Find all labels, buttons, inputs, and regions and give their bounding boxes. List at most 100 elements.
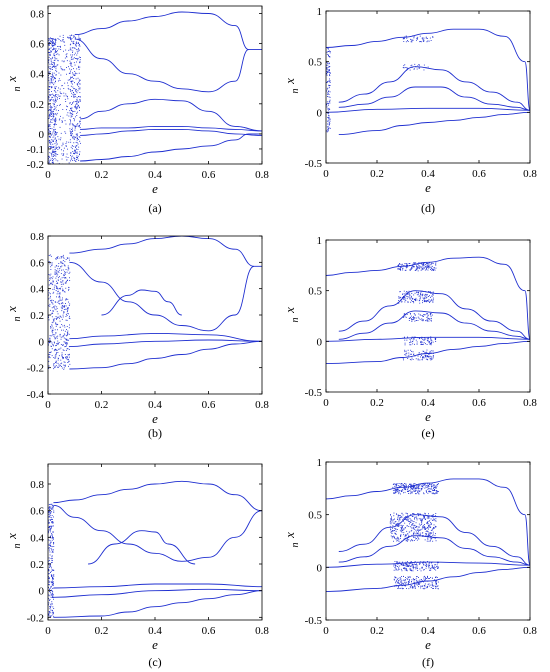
bifurcation-branch-0: [326, 256, 530, 340]
scatter-point: [57, 367, 59, 368]
scatter-point: [393, 535, 394, 537]
scatter-point: [56, 64, 58, 66]
scatter-point: [429, 565, 430, 566]
scatter-point: [392, 525, 394, 527]
scatter-point: [418, 485, 420, 486]
x-tick-label: 0.8: [523, 625, 537, 637]
scatter-point: [403, 41, 405, 42]
scatter-point: [75, 104, 76, 106]
scatter-point: [70, 158, 72, 160]
bifurcation-branch-4: [326, 340, 530, 365]
scatter-point: [405, 519, 407, 520]
scatter-point: [427, 340, 429, 342]
scatter-point: [48, 504, 50, 505]
scatter-point: [53, 538, 54, 540]
scatter-point: [51, 86, 53, 88]
scatter-point: [397, 588, 399, 589]
scatter-point: [428, 354, 430, 356]
scatter-point: [77, 155, 79, 157]
scatter-point: [415, 538, 417, 540]
scatter-point: [79, 83, 81, 85]
scatter-point: [49, 42, 51, 43]
y-tick-label: 0.4: [30, 532, 44, 544]
scatter-point: [421, 483, 423, 485]
scatter-point: [70, 77, 71, 79]
scatter-point: [64, 120, 66, 122]
scatter-point: [431, 562, 432, 564]
scatter-point: [51, 576, 53, 577]
scatter-point: [411, 534, 413, 536]
scatter-point: [75, 137, 76, 138]
scatter-point: [78, 56, 80, 58]
scatter-point: [49, 611, 51, 613]
scatter-point: [423, 564, 425, 566]
x-axis-label: e: [152, 181, 158, 196]
scatter-point: [410, 38, 411, 40]
scatter-point: [73, 78, 75, 79]
scatter-point: [52, 531, 54, 533]
scatter-point: [53, 319, 55, 321]
scatter-point: [429, 295, 430, 297]
scatter-point: [48, 290, 49, 292]
scatter-point: [420, 338, 422, 339]
scatter-point: [49, 565, 51, 567]
scatter-point: [68, 267, 70, 269]
scatter-point: [75, 58, 76, 59]
scatter-point: [423, 527, 425, 529]
scatter-point: [51, 537, 53, 539]
scatter-point: [429, 527, 431, 528]
scatter-point: [421, 580, 423, 582]
scatter-point: [412, 266, 414, 267]
scatter-point: [79, 44, 80, 45]
scatter-point: [57, 282, 59, 284]
scatter-point: [395, 582, 396, 584]
scatter-point: [424, 298, 426, 299]
scatter-point: [326, 73, 327, 74]
scatter-point: [67, 87, 69, 89]
scatter-point: [52, 158, 54, 160]
scatter-point: [394, 537, 395, 539]
scatter-point: [51, 265, 53, 266]
scatter-point: [76, 97, 78, 99]
scatter-point: [70, 43, 72, 45]
scatter-point: [49, 132, 51, 134]
scatter-point: [70, 69, 72, 71]
scatter-point: [424, 300, 425, 301]
scatter-point: [406, 569, 408, 570]
scatter-point: [326, 68, 328, 70]
scatter-point: [55, 41, 57, 43]
scatter-point: [430, 340, 432, 342]
scatter-point: [51, 601, 53, 603]
y-tick-label: 0.5: [308, 510, 322, 522]
scatter-point: [66, 342, 68, 344]
scatter-point: [429, 355, 431, 357]
scatter-point: [61, 366, 62, 367]
scatter-point: [435, 580, 437, 582]
scatter-point: [417, 316, 419, 318]
scatter-point: [435, 525, 436, 527]
scatter-point: [55, 273, 57, 275]
scatter-point: [427, 492, 429, 494]
scatter-point: [436, 566, 438, 567]
scatter-point: [405, 263, 407, 264]
scatter-point: [54, 96, 56, 98]
scatter-point: [401, 489, 403, 491]
scatter-point: [398, 297, 400, 299]
scatter-point: [50, 108, 52, 110]
scatter-point: [65, 269, 67, 270]
scatter-point: [71, 123, 73, 125]
scatter-point: [413, 353, 415, 355]
scatter-point: [418, 292, 419, 294]
scatter-point: [62, 289, 64, 291]
scatter-point: [60, 278, 62, 280]
scatter-point: [52, 584, 53, 585]
scatter-point: [404, 580, 406, 582]
scatter-point: [424, 524, 425, 525]
scatter-point: [405, 35, 407, 37]
scatter-point: [409, 297, 411, 299]
scatter-point: [52, 581, 54, 583]
scatter-point: [427, 40, 429, 42]
scatter-point: [404, 568, 406, 569]
scatter-point: [433, 585, 435, 587]
scatter-point: [410, 269, 411, 271]
